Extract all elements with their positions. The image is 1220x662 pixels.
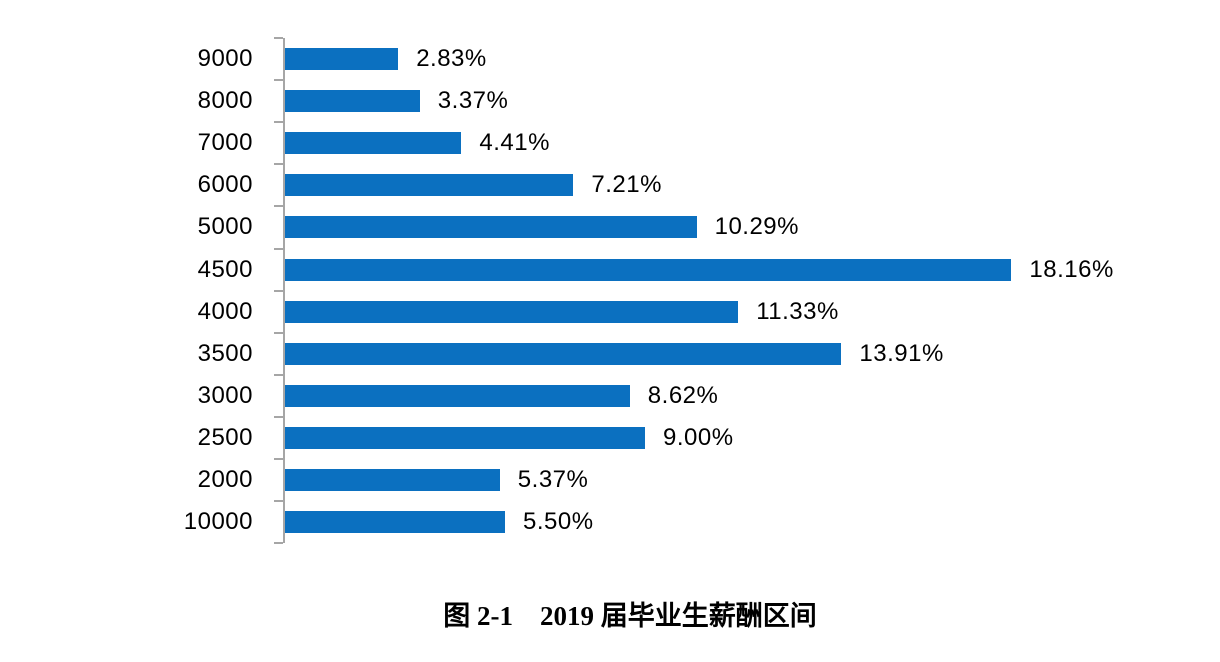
value-label: 11.33% — [756, 297, 839, 325]
value-label: 9.00% — [663, 423, 734, 451]
category-label: 4500 — [197, 255, 253, 283]
value-label: 8.62% — [647, 381, 719, 409]
category-label: 4000 — [197, 297, 253, 325]
category-label: 9000 — [197, 45, 253, 73]
bar-row: 8000 3.37% — [161, 80, 508, 122]
category-label: 8000 — [197, 87, 253, 115]
category-axis-line — [283, 38, 285, 543]
category-label: 10000 — [183, 508, 253, 536]
axis-tick — [274, 542, 283, 545]
bar — [285, 426, 645, 449]
bar — [285, 469, 500, 492]
axis-tick — [274, 373, 283, 376]
bar-row: 5000 10.29% — [161, 206, 799, 248]
bar — [285, 90, 420, 113]
value-label: 18.16% — [1029, 255, 1114, 283]
bar-row: 6000 7.21% — [161, 164, 662, 206]
value-label: 13.91% — [859, 339, 944, 367]
axis-tick — [274, 289, 283, 292]
category-label: 7000 — [197, 129, 253, 157]
bar — [285, 342, 842, 365]
axis-tick — [274, 79, 283, 82]
bar-row: 4000 11.33% — [161, 291, 839, 333]
bar — [285, 174, 574, 197]
category-label: 2500 — [197, 423, 253, 451]
value-label: 4.41% — [479, 129, 550, 157]
bar-row: 3500 13.91% — [161, 333, 944, 375]
axis-tick — [274, 247, 283, 250]
bar — [285, 511, 505, 534]
bar-row: 4500 18.16% — [161, 249, 1114, 291]
category-label: 6000 — [197, 171, 253, 199]
value-label: 3.37% — [437, 87, 509, 115]
salary-bar-chart: 9000 2.83% 8000 3.37% 7000 4.41% 6000 7.21% 5000… — [184, 37, 1183, 545]
bar-row: 2000 5.37% — [161, 459, 588, 501]
axis-tick — [274, 37, 283, 39]
bar — [285, 216, 697, 239]
category-label: 3000 — [197, 381, 253, 409]
value-label: 10.29% — [714, 213, 799, 241]
category-label: 3500 — [197, 339, 253, 367]
bar-row: 2500 9.00% — [161, 417, 734, 459]
bar — [285, 258, 1012, 281]
axis-tick — [274, 163, 283, 166]
value-label: 7.21% — [591, 171, 662, 199]
axis-tick — [274, 458, 283, 460]
figure-caption: 图 2-1 2019 届毕业生薪酬区间 — [443, 601, 817, 631]
category-label: 5000 — [197, 213, 253, 241]
bar — [285, 48, 399, 71]
bar-row: 7000 4.41% — [161, 122, 550, 164]
axis-tick — [274, 500, 283, 503]
bar — [285, 384, 630, 407]
bar — [285, 300, 739, 323]
category-label: 2000 — [197, 466, 253, 494]
axis-tick — [274, 205, 283, 208]
bar — [285, 132, 462, 155]
axis-tick — [274, 415, 283, 418]
bar-row: 3000 8.62% — [161, 375, 718, 417]
value-label: 5.37% — [517, 466, 589, 494]
value-label: 5.50% — [523, 508, 594, 536]
bar-row: 10000 5.50% — [161, 501, 594, 543]
value-label: 2.83% — [416, 45, 487, 73]
bar-row: 9000 2.83% — [161, 38, 487, 80]
axis-tick — [274, 121, 283, 124]
axis-tick — [274, 331, 283, 334]
